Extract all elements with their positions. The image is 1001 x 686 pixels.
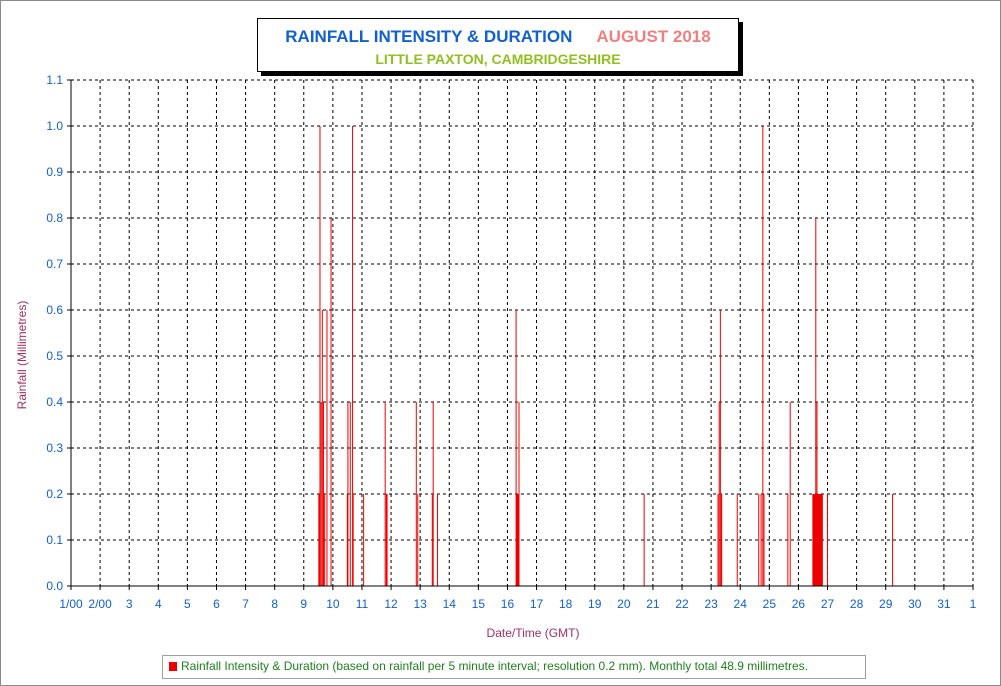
x-tick-label: 15 <box>472 597 486 611</box>
rain-bar <box>892 494 894 586</box>
x-tick-label: 31 <box>937 597 951 611</box>
chart-title: RAINFALL INTENSITY & DURATION AUGUST 2018 <box>258 27 738 47</box>
legend-label: Rainfall Intensity & Duration (based on … <box>181 659 808 673</box>
rain-bar <box>319 126 321 586</box>
y-tick-label: 0.4 <box>46 395 63 409</box>
rain-bar <box>826 494 828 586</box>
rain-bar <box>347 402 349 586</box>
x-tick-label: 12 <box>384 597 398 611</box>
rain-bar <box>762 126 764 586</box>
x-tick-label: 23 <box>704 597 718 611</box>
x-tick-label: 5 <box>184 597 191 611</box>
rain-bar <box>384 402 386 586</box>
x-axis-title: Date/Time (GMT) <box>487 626 580 640</box>
x-tick-label: 6 <box>213 597 220 611</box>
y-tick-label: 0.3 <box>46 441 63 455</box>
x-tick-label: 11 <box>356 597 369 611</box>
x-tick-label: 30 <box>908 597 922 611</box>
rain-bar <box>760 494 762 586</box>
chart-subtitle: LITTLE PAXTON, CAMBRIDGESHIRE <box>375 51 621 67</box>
x-tick-label: 19 <box>588 597 602 611</box>
x-tick-label: 20 <box>617 597 631 611</box>
rain-bar <box>643 494 645 586</box>
rain-bar <box>352 494 354 586</box>
x-tick-label: 4 <box>155 597 162 611</box>
rain-bar <box>352 126 354 586</box>
y-tick-label: 1.1 <box>46 73 63 87</box>
legend-swatch <box>169 662 177 671</box>
rain-bar <box>736 494 738 586</box>
y-tick-label: 0.8 <box>46 211 63 225</box>
rain-bar <box>349 402 351 586</box>
rain-bar <box>516 494 520 586</box>
rain-bar <box>330 218 332 586</box>
rain-bar <box>721 494 723 586</box>
x-tick-label: 9 <box>300 597 307 611</box>
rain-bar <box>385 494 388 586</box>
rain-bar <box>318 494 320 586</box>
rain-bar <box>816 402 818 586</box>
rain-bar <box>417 494 419 586</box>
x-tick-label: 28 <box>850 597 864 611</box>
x-tick-label: 1 <box>970 597 977 611</box>
chart-title-text: RAINFALL INTENSITY & DURATION <box>285 27 573 46</box>
rain-bar <box>320 402 322 586</box>
x-tick-label: 17 <box>530 597 544 611</box>
rain-bar <box>432 402 434 586</box>
rain-bar <box>324 494 326 586</box>
x-tick-label: 27 <box>821 597 835 611</box>
x-tick-label: 29 <box>879 597 893 611</box>
rain-bar <box>431 494 433 586</box>
y-tick-label: 0.6 <box>46 303 63 317</box>
chart-title-box: RAINFALL INTENSITY & DURATION AUGUST 2018… <box>257 18 739 72</box>
x-tick-label: 26 <box>792 597 806 611</box>
rain-bar <box>363 494 365 586</box>
x-tick-label: 10 <box>326 597 340 611</box>
rain-bar <box>321 310 323 586</box>
y-tick-label: 0.1 <box>46 533 63 547</box>
y-axis-title: Rainfall (Millimetres) <box>15 301 29 410</box>
rain-bar <box>719 310 721 586</box>
y-tick-label: 0.0 <box>46 579 63 593</box>
y-tick-label: 0.5 <box>46 349 63 363</box>
x-tick-label: 24 <box>734 597 748 611</box>
y-tick-label: 0.2 <box>46 487 63 501</box>
rain-bar <box>815 218 817 586</box>
x-tick-label: 14 <box>443 597 457 611</box>
rain-bar <box>437 494 439 586</box>
x-tick-label: 7 <box>242 597 249 611</box>
rain-bar <box>717 494 719 586</box>
rain-bar <box>812 494 823 586</box>
rain-bar <box>787 494 789 586</box>
x-tick-label: 3 <box>126 597 133 611</box>
rain-bar <box>763 494 765 586</box>
chart-month: AUGUST 2018 <box>596 27 711 46</box>
plot-area <box>71 80 973 586</box>
rain-bar <box>515 310 517 586</box>
legend: Rainfall Intensity & Duration (based on … <box>162 655 866 679</box>
rain-bar <box>346 494 348 586</box>
rain-bar <box>415 402 417 586</box>
x-tick-label: 2/00 <box>88 597 112 611</box>
y-tick-label: 0.7 <box>46 257 63 271</box>
rain-bar <box>718 402 720 586</box>
x-tick-label: 21 <box>646 597 660 611</box>
x-tick-label: 18 <box>559 597 573 611</box>
rain-bar <box>789 402 791 586</box>
x-tick-label: 13 <box>413 597 427 611</box>
y-tick-label: 1.0 <box>46 119 63 133</box>
x-tick-label: 22 <box>675 597 689 611</box>
x-tick-label: 8 <box>271 597 278 611</box>
rain-bar <box>518 402 520 586</box>
x-tick-label: 16 <box>501 597 515 611</box>
rain-bar <box>322 402 324 586</box>
x-tick-label: 1/00 <box>59 597 83 611</box>
x-tick-label: 25 <box>763 597 777 611</box>
y-tick-label: 0.9 <box>46 165 63 179</box>
rain-bar <box>326 310 328 586</box>
rain-bar <box>758 494 760 586</box>
